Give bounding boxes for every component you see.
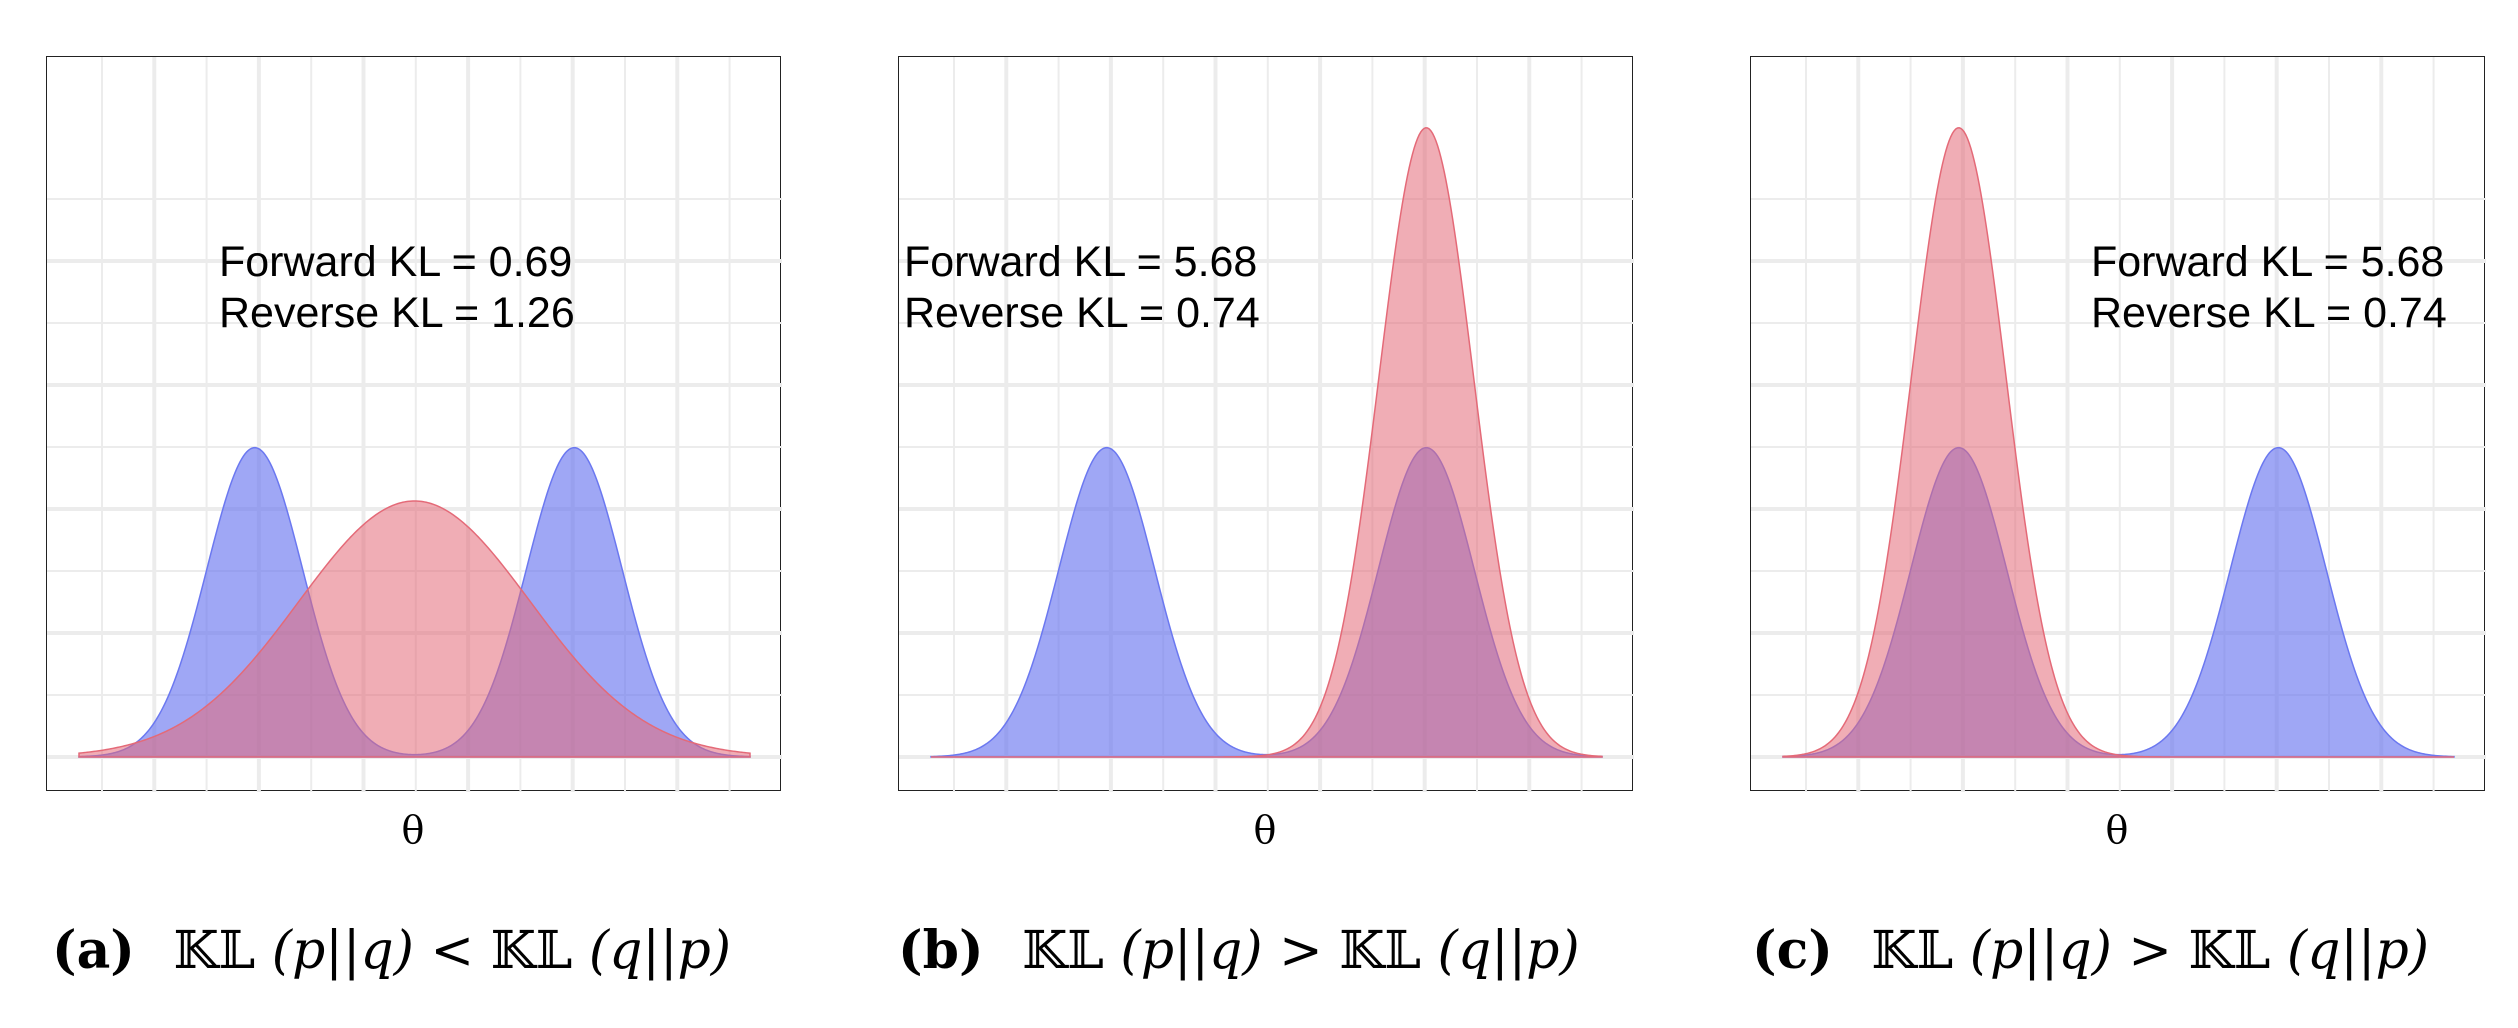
caption-c: (c) 𝕂𝕃 (p||q) > 𝕂𝕃 (q||p) (1752, 920, 2429, 981)
reverse-kl-label: Reverse KL = 0.74 (2091, 289, 2447, 337)
plot-b (899, 57, 1634, 792)
kl-args-left: (p||q) (271, 921, 414, 981)
comparison-operator: > (1279, 921, 1323, 981)
kl-symbol: 𝕂𝕃 (490, 921, 573, 981)
x-axis-label-a: θ (401, 808, 425, 852)
caption-tag: (a) (52, 920, 135, 981)
kl-symbol: 𝕂𝕃 (2188, 921, 2271, 981)
kl-symbol: 𝕂𝕃 (1871, 921, 1954, 981)
kl-args-right: (q||p) (1437, 921, 1580, 981)
caption-a: (a) 𝕂𝕃 (p||q) < 𝕂𝕃 (q||p) (52, 920, 731, 981)
forward-kl-label: Forward KL = 5.68 (2091, 238, 2445, 286)
annotation-c: Forward KL = 5.68 Reverse KL = 0.74 (2091, 237, 2447, 339)
kl-args-right: (q||p) (2286, 921, 2430, 981)
plot-a (47, 57, 782, 792)
caption-tag: (b) (898, 920, 984, 981)
density-q-area (931, 127, 1603, 758)
kl-symbol: 𝕂𝕃 (173, 921, 256, 981)
forward-kl-label: Forward KL = 0.69 (219, 238, 573, 286)
density-q-area (1782, 127, 2454, 758)
x-axis-label-b: θ (1253, 808, 1277, 852)
comparison-operator: < (430, 921, 475, 981)
panel-b: Forward KL = 5.68 Reverse KL = 0.74 (898, 56, 1634, 792)
kl-args-left: (p||q) (1120, 921, 1263, 981)
plot-c (1751, 57, 2486, 792)
annotation-a: Forward KL = 0.69 Reverse KL = 1.26 (219, 237, 575, 339)
panel-c: Forward KL = 5.68 Reverse KL = 0.74 (1750, 56, 2486, 792)
reverse-kl-label: Reverse KL = 1.26 (219, 289, 575, 337)
kl-args-right: (q||p) (588, 921, 732, 981)
forward-kl-label: Forward KL = 5.68 (904, 238, 1258, 286)
caption-b: (b) 𝕂𝕃 (p||q) > 𝕂𝕃 (q||p) (898, 920, 1580, 981)
comparison-operator: > (2128, 921, 2172, 981)
reverse-kl-label: Reverse KL = 0.74 (904, 289, 1260, 337)
kl-symbol: 𝕂𝕃 (1022, 921, 1104, 981)
annotation-b: Forward KL = 5.68 Reverse KL = 0.74 (904, 237, 1260, 339)
panel-a: Forward KL = 0.69 Reverse KL = 1.26 (46, 56, 782, 792)
caption-tag: (c) (1752, 920, 1833, 981)
kl-args-left: (p||q) (1969, 921, 2112, 981)
density-q-area (78, 500, 751, 758)
x-axis-label-c: θ (2105, 808, 2129, 852)
kl-symbol: 𝕂𝕃 (1339, 921, 1421, 981)
